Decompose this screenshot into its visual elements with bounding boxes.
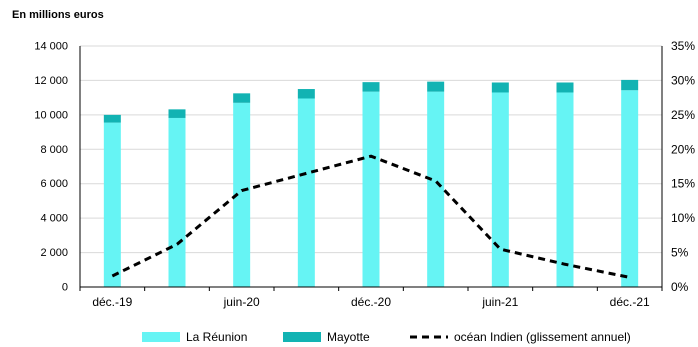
bar-mayotte bbox=[621, 79, 639, 91]
y-right-tick-label: 30% bbox=[671, 73, 695, 87]
bar-mayotte bbox=[103, 114, 121, 123]
bar-la-reunion bbox=[427, 91, 445, 287]
y-axis-left-ticks: 0 2 000 4 000 6 000 8 000 10 000 12 000 14 000 bbox=[34, 41, 68, 294]
y-left-tick-label: 12 000 bbox=[34, 75, 68, 87]
bar-la-reunion bbox=[491, 92, 509, 287]
y-right-tick-label: 35% bbox=[671, 39, 695, 53]
y-left-tick-label: 6 000 bbox=[40, 178, 68, 190]
bar-mayotte bbox=[427, 81, 445, 92]
bar-la-reunion bbox=[362, 91, 380, 287]
legend-swatch-mayotte bbox=[283, 332, 321, 342]
y-right-tick-label: 15% bbox=[671, 177, 695, 191]
y-right-tick-label: 20% bbox=[671, 142, 695, 156]
legend-label-mayotte: Mayotte bbox=[327, 330, 370, 344]
x-tick-label: déc.-20 bbox=[351, 295, 391, 309]
bar-mayotte bbox=[168, 109, 186, 118]
bar-mayotte bbox=[297, 89, 315, 99]
unit-label: En millions euros bbox=[12, 9, 104, 21]
y-right-tick-label: 25% bbox=[671, 108, 695, 122]
bar-la-reunion bbox=[297, 98, 315, 287]
y-left-tick-label: 8 000 bbox=[40, 144, 68, 156]
bar-mayotte bbox=[362, 82, 380, 92]
y-axis-right-ticks: 0% 5% 10% 15% 20% 25% 30% 35% bbox=[671, 39, 695, 294]
bar-mayotte bbox=[233, 93, 251, 103]
legend-label-la-reunion: La Réunion bbox=[186, 330, 247, 344]
line-series bbox=[111, 154, 630, 279]
bars bbox=[103, 79, 639, 287]
y-right-tick-label: 5% bbox=[671, 246, 689, 260]
legend: La Réunion Mayotte océan Indien (glissemen… bbox=[142, 330, 631, 344]
legend-label-ocean-indien: océan Indien (glissement annuel) bbox=[454, 330, 631, 344]
bar-la-reunion bbox=[621, 90, 639, 287]
bar-la-reunion bbox=[233, 102, 251, 287]
x-tick-label: juin-20 bbox=[223, 295, 260, 309]
x-tick-label: déc.-21 bbox=[610, 295, 650, 309]
x-tick-label: juin-21 bbox=[481, 295, 518, 309]
bar-la-reunion bbox=[168, 117, 186, 287]
x-tick-label: déc.-19 bbox=[92, 295, 132, 309]
bar-la-reunion bbox=[556, 92, 574, 287]
legend-swatch-la-reunion bbox=[142, 332, 180, 342]
y-right-tick-label: 0% bbox=[671, 280, 689, 294]
y-right-tick-label: 10% bbox=[671, 211, 695, 225]
y-left-tick-label: 0 bbox=[62, 282, 68, 294]
line-ocean-indien bbox=[111, 154, 630, 279]
bar-mayotte bbox=[556, 82, 574, 93]
y-left-tick-label: 10 000 bbox=[34, 109, 68, 121]
axes bbox=[79, 46, 663, 288]
x-axis-ticks: déc.-19 juin-20 déc.-20 juin-21 déc.-21 bbox=[79, 287, 663, 309]
bar-la-reunion bbox=[103, 122, 121, 287]
y-left-tick-label: 2 000 bbox=[40, 247, 68, 259]
bar-mayotte bbox=[491, 82, 509, 93]
y-left-tick-label: 4 000 bbox=[40, 213, 68, 225]
y-left-tick-label: 14 000 bbox=[34, 41, 68, 53]
